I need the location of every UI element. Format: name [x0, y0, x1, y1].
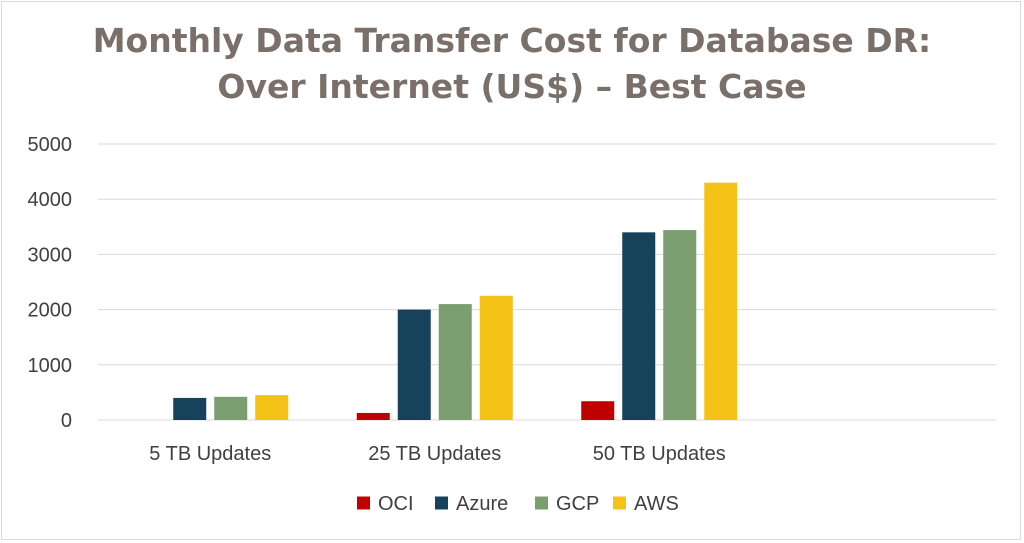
y-axis-ticks: 0 1000 2000 3000 4000 5000 [28, 134, 73, 432]
chart-title-line-1: Monthly Data Transfer Cost for Database … [92, 21, 932, 60]
chart-title-line-2: Over Internet (US$) – Best Case [217, 67, 807, 106]
bar-oci-2 [581, 401, 615, 420]
x-category-label: 5 TB Updates [149, 443, 271, 465]
legend-swatch-aws [613, 496, 626, 510]
bar-aws-0 [255, 395, 289, 420]
bar-azure-2 [622, 232, 656, 420]
legend-label-aws: AWS [634, 493, 679, 515]
legend-label-oci: OCI [378, 493, 414, 515]
x-category-label: 25 TB Updates [368, 443, 501, 465]
legend-swatch-gcp [535, 496, 548, 510]
x-axis-labels: 5 TB Updates 25 TB Updates 50 TB Updates [149, 443, 725, 465]
legend-label-gcp: GCP [556, 493, 599, 515]
bar-azure-1 [397, 309, 431, 420]
y-tick-label: 5000 [28, 134, 73, 156]
bars [173, 182, 738, 420]
bar-aws-1 [479, 295, 513, 420]
legend-swatch-oci [357, 496, 370, 510]
bar-aws-2 [704, 182, 738, 420]
bar-oci-1 [356, 412, 390, 420]
y-tick-label: 4000 [28, 189, 73, 211]
y-tick-label: 0 [61, 410, 72, 432]
legend: OCI Azure GCP AWS [357, 493, 679, 515]
x-category-label: 50 TB Updates [593, 443, 726, 465]
y-tick-label: 3000 [28, 244, 73, 266]
y-tick-label: 1000 [28, 355, 73, 377]
gridlines [98, 143, 996, 421]
legend-swatch-azure [435, 496, 448, 510]
bar-gcp-0 [214, 396, 248, 420]
legend-label-azure: Azure [456, 493, 508, 515]
bar-gcp-1 [438, 304, 472, 420]
chart-title: Monthly Data Transfer Cost for Database … [0, 18, 1024, 110]
y-tick-label: 2000 [28, 300, 73, 322]
bar-azure-0 [173, 397, 207, 420]
bar-gcp-2 [663, 230, 697, 420]
